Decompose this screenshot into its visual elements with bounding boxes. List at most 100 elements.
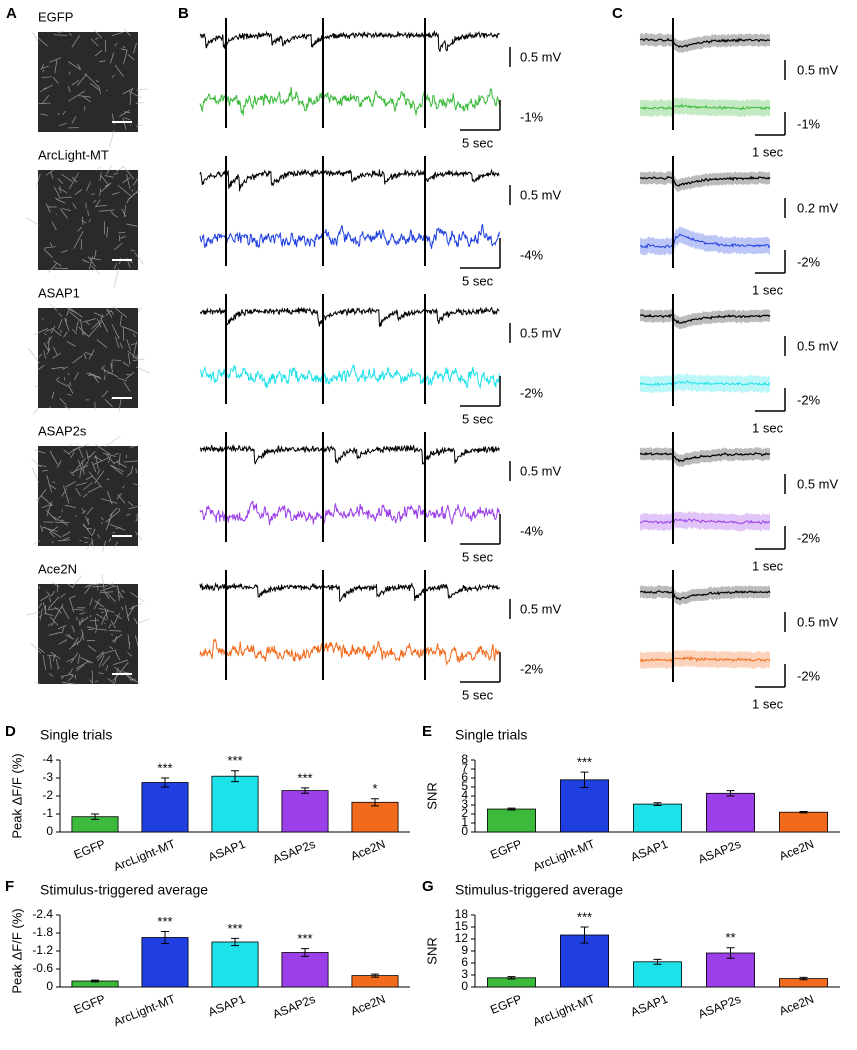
fluorescence-trace (199, 638, 500, 666)
error-bar (507, 976, 516, 980)
scale-label: -2% (797, 668, 821, 683)
panel-label: G (422, 878, 434, 895)
y-tick-label: 5 (461, 779, 468, 793)
x-tick-label: ASAP1 (206, 992, 247, 1020)
y-tick-label: -0.6 (32, 961, 53, 975)
chart-title: Single trials (40, 727, 112, 743)
bar (211, 941, 259, 988)
scale-label: -2% (520, 385, 544, 400)
panel-label: D (5, 723, 16, 740)
y-tick-label: 1 (461, 815, 468, 829)
bar (281, 952, 329, 988)
error-bar (301, 948, 309, 957)
fluorescence-trace (199, 223, 500, 249)
micrograph-texture (28, 303, 151, 415)
x-tick-label: ArcLight-MT (111, 991, 177, 1029)
voltage-average (639, 590, 771, 601)
x-tick-label: ArcLight-MT (531, 991, 597, 1029)
voltage-trace (199, 306, 500, 328)
error-bar (799, 976, 808, 981)
bar (779, 811, 828, 833)
error-bar (161, 777, 169, 788)
error-bar (91, 813, 99, 820)
y-tick-label: 0 (46, 824, 53, 838)
error-bar (653, 802, 662, 806)
panel-label: A (6, 5, 17, 22)
x-tick-label: ASAP2s (271, 837, 318, 867)
y-tick-label: 12 (455, 931, 469, 945)
voltage-average (639, 175, 771, 187)
micrograph (38, 446, 138, 546)
scale-label: 1 sec (752, 282, 784, 297)
scale-label: 1 sec (752, 420, 784, 435)
scale-label: 1 sec (752, 144, 784, 159)
y-axis-label: SNR (424, 782, 439, 809)
y-tick-label: 2 (461, 806, 468, 820)
error-bar (161, 931, 169, 944)
fluorescence-trace (199, 500, 500, 526)
scale-label: 0.5 mV (520, 49, 562, 64)
chart-title: Stimulus-triggered average (40, 882, 208, 898)
y-tick-label: 8 (461, 752, 468, 766)
x-tick-label: Ace2N (777, 992, 816, 1018)
y-tick-label: -1 (42, 806, 53, 820)
voltage-band (640, 32, 770, 54)
significance: *** (577, 755, 592, 770)
scale-label: 0.5 mV (520, 601, 562, 616)
micrograph (38, 308, 138, 408)
error-bar (507, 807, 516, 811)
micrograph-texture (26, 164, 144, 288)
scale-label: 0.5 mV (797, 614, 839, 629)
error-bar (91, 979, 99, 983)
scale-label: 0.5 mV (797, 62, 839, 77)
scale-label: -2% (797, 392, 821, 407)
y-tick-label: -2 (42, 788, 53, 802)
y-tick-label: 15 (455, 919, 469, 933)
scale-label: 0.5 mV (520, 463, 562, 478)
error-bar (726, 947, 735, 959)
error-bar (371, 973, 379, 978)
x-tick-label: ASAP1 (629, 837, 670, 865)
scale-label: -4% (520, 247, 544, 262)
voltage-band (640, 170, 770, 192)
bar (706, 792, 755, 833)
y-axis-label: Peak ΔF/F (%) (9, 908, 24, 993)
significance: *** (227, 753, 242, 768)
y-tick-label: 18 (455, 907, 469, 921)
bar (560, 779, 609, 833)
voltage-trace (199, 443, 500, 466)
y-tick-label: 3 (461, 797, 468, 811)
voltage-trace (199, 30, 500, 52)
y-tick-label: 0 (461, 824, 468, 838)
voltage-band (640, 308, 770, 330)
micrograph (38, 170, 138, 270)
scale-label: 5 sec (462, 687, 494, 702)
bar (633, 803, 682, 833)
y-tick-label: -1.2 (32, 943, 53, 957)
y-tick-label: 6 (461, 770, 468, 784)
bar (633, 961, 682, 988)
sensor-name: ArcLight-MT (38, 147, 109, 162)
error-bar (301, 787, 309, 794)
bar (487, 808, 536, 833)
error-bar (231, 770, 239, 783)
significance: *** (297, 931, 312, 946)
scale-label: 5 sec (462, 273, 494, 288)
scale-label: 0.5 mV (520, 325, 562, 340)
scale-label: 0.5 mV (797, 476, 839, 491)
voltage-band (640, 447, 770, 468)
scale-label: -1% (797, 116, 821, 131)
significance: * (372, 781, 377, 796)
x-tick-label: EGFP (488, 992, 524, 1017)
scale-label: -1% (520, 109, 544, 124)
x-tick-label: Ace2N (349, 837, 388, 863)
x-tick-label: ArcLight-MT (531, 836, 597, 874)
x-tick-label: ASAP2s (696, 837, 743, 867)
panel-label: E (422, 723, 432, 740)
x-tick-label: ArcLight-MT (111, 836, 177, 874)
significance: *** (577, 909, 592, 924)
micrograph-texture (32, 28, 148, 148)
y-tick-label: 7 (461, 761, 468, 775)
sensor-name: ASAP1 (38, 285, 80, 300)
